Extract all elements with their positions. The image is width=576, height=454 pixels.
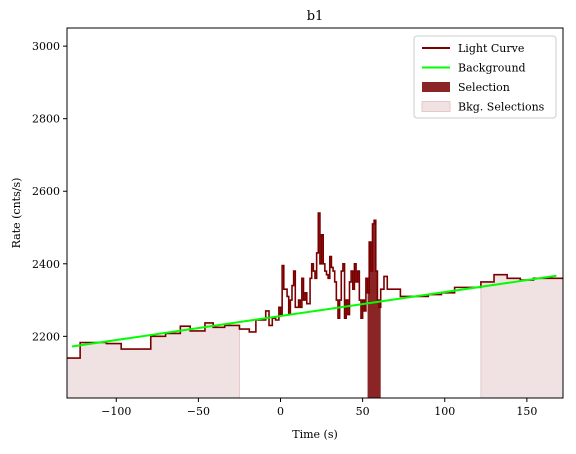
y-tick-label: 2200 — [32, 330, 60, 343]
light-curve-line — [67, 212, 563, 359]
background-line — [71, 274, 557, 348]
y-tick-label: 3000 — [32, 40, 60, 53]
x-tick-label: −100 — [101, 405, 131, 418]
y-tick-label: 2600 — [32, 185, 60, 198]
x-tick-label: 0 — [277, 405, 284, 418]
y-tick-label: 2400 — [32, 258, 60, 271]
x-tick-label: 50 — [356, 405, 370, 418]
legend-label-0: Light Curve — [458, 42, 524, 55]
legend-label-1: Background — [458, 62, 526, 75]
legend-label-2: Selection — [458, 81, 510, 94]
background-layer — [71, 274, 557, 348]
x-axis-label: Time (s) — [292, 428, 338, 441]
axes-frame — [66, 27, 564, 399]
x-tick-label: 150 — [516, 405, 537, 418]
legend-box — [413, 35, 557, 119]
legend-label-3: Bkg. Selections — [458, 101, 545, 114]
x-ticks: −100 −50 0 50 100 150 — [101, 398, 537, 418]
chart-title: b1 — [307, 9, 324, 24]
legend-swatch-3 — [421, 101, 451, 112]
x-tick-label: 100 — [434, 405, 455, 418]
y-tick-label: 2800 — [32, 113, 60, 126]
legend: Light Curve Background Selection Bkg. Selec… — [413, 35, 557, 119]
legend-swatch-2 — [422, 82, 450, 92]
x-tick-label: −50 — [187, 405, 210, 418]
bkg-selection-layer — [66, 274, 564, 399]
y-axis-label: Rate (cnts/s) — [10, 178, 23, 249]
bkg-selection-region-1 — [480, 274, 564, 399]
light-curve-layer — [67, 212, 563, 359]
y-ticks: 2200 2400 2600 2800 3000 — [32, 40, 67, 343]
